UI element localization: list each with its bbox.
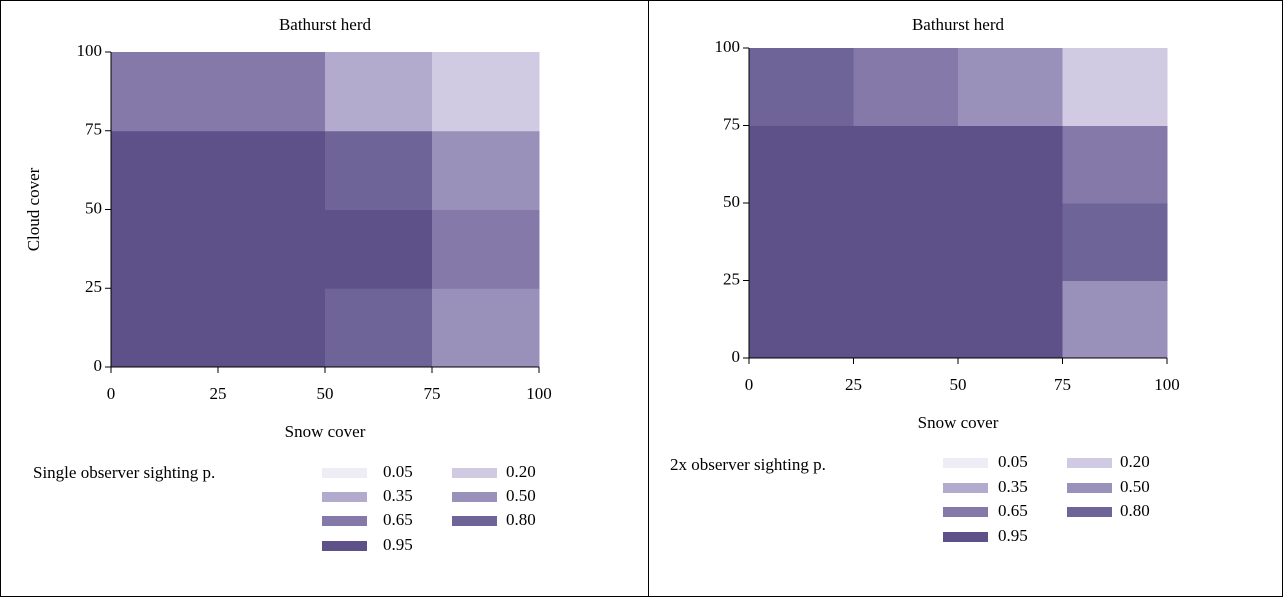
legend-label: 0.35 bbox=[383, 486, 413, 505]
legend-label: 0.20 bbox=[1120, 452, 1150, 471]
y-tick-label: 50 bbox=[85, 198, 102, 217]
legend-swatch bbox=[1067, 483, 1112, 493]
heat-cell bbox=[749, 48, 854, 126]
heat-cell bbox=[325, 52, 433, 132]
x-tick-label: 50 bbox=[317, 384, 334, 403]
x-tick-label: 75 bbox=[424, 384, 441, 403]
heat-cell bbox=[111, 52, 219, 132]
x-tick-label: 100 bbox=[1154, 375, 1180, 394]
heat-cell bbox=[749, 125, 854, 204]
heat-cell bbox=[325, 288, 433, 368]
legend-swatch bbox=[322, 468, 367, 478]
legend-title: Single observer sighting p. bbox=[33, 463, 215, 482]
x-axis-label: Snow cover bbox=[285, 422, 366, 441]
heat-cell bbox=[1062, 280, 1168, 359]
x-tick-label: 25 bbox=[845, 375, 862, 394]
legend-label: 0.20 bbox=[506, 462, 536, 481]
y-tick-label: 100 bbox=[77, 41, 103, 60]
heat-cell bbox=[432, 288, 540, 368]
heat-cell bbox=[432, 130, 540, 210]
x-axis-label: Snow cover bbox=[918, 413, 999, 432]
legend-label: 0.95 bbox=[998, 526, 1028, 545]
y-tick-label: 25 bbox=[85, 277, 102, 296]
heat-cell bbox=[958, 280, 1063, 359]
heat-cell bbox=[218, 52, 326, 132]
heat-cell bbox=[853, 280, 959, 359]
x-tick-label: 25 bbox=[210, 384, 227, 403]
y-tick-label: 0 bbox=[94, 356, 103, 375]
heat-cell bbox=[1062, 203, 1168, 281]
x-tick-label: 75 bbox=[1054, 375, 1071, 394]
x-tick-label: 100 bbox=[526, 384, 552, 403]
legend-label: 0.80 bbox=[506, 510, 536, 529]
legend-swatch bbox=[322, 541, 367, 551]
heat-cell bbox=[749, 203, 854, 281]
heat-cell bbox=[432, 209, 540, 289]
heat-cell bbox=[325, 130, 433, 210]
legend-title: 2x observer sighting p. bbox=[670, 455, 826, 474]
heat-cell bbox=[218, 130, 326, 210]
y-tick-label: 75 bbox=[85, 120, 102, 139]
heat-cell bbox=[749, 280, 854, 359]
legend-label: 0.35 bbox=[998, 477, 1028, 496]
legend-swatch bbox=[1067, 458, 1112, 468]
heat-cell bbox=[1062, 125, 1168, 204]
legend-swatch bbox=[1067, 507, 1112, 517]
chart-title: Bathurst herd bbox=[279, 15, 372, 34]
legend-label: 0.05 bbox=[383, 462, 413, 481]
legend-label: 0.80 bbox=[1120, 501, 1150, 520]
legend-label: 0.95 bbox=[383, 535, 413, 554]
heat-cell bbox=[958, 125, 1063, 204]
heat-cell bbox=[111, 209, 219, 289]
legend-swatch bbox=[943, 532, 988, 542]
heat-cell bbox=[218, 288, 326, 368]
heat-cell bbox=[111, 130, 219, 210]
legend-label: 0.05 bbox=[998, 452, 1028, 471]
legend-swatch bbox=[943, 507, 988, 517]
y-tick-label: 50 bbox=[723, 192, 740, 211]
chart-title: Bathurst herd bbox=[912, 15, 1005, 34]
legend-label: 0.65 bbox=[998, 501, 1028, 520]
y-tick-label: 0 bbox=[732, 347, 741, 366]
legend-swatch bbox=[943, 458, 988, 468]
legend-label: 0.50 bbox=[506, 486, 536, 505]
legend-swatch bbox=[452, 492, 497, 502]
heat-cell bbox=[853, 125, 959, 204]
heat-cell bbox=[325, 209, 433, 289]
y-tick-label: 75 bbox=[723, 114, 740, 133]
x-tick-label: 0 bbox=[107, 384, 116, 403]
heat-cell bbox=[853, 48, 959, 126]
y-axis-label: Cloud cover bbox=[24, 167, 43, 251]
x-tick-label: 50 bbox=[950, 375, 967, 394]
heat-cell bbox=[853, 203, 959, 281]
y-tick-label: 25 bbox=[723, 269, 740, 288]
heat-cell bbox=[111, 288, 219, 368]
y-tick-label: 100 bbox=[715, 37, 741, 56]
heat-cell bbox=[958, 48, 1063, 126]
legend-swatch bbox=[452, 468, 497, 478]
heat-cell bbox=[432, 52, 540, 132]
heat-cell bbox=[1062, 48, 1168, 126]
legend-swatch bbox=[943, 483, 988, 493]
legend-label: 0.65 bbox=[383, 510, 413, 529]
heat-cell bbox=[958, 203, 1063, 281]
legend-swatch bbox=[322, 516, 367, 526]
x-tick-label: 0 bbox=[745, 375, 754, 394]
heat-cell bbox=[218, 209, 326, 289]
legend-swatch bbox=[322, 492, 367, 502]
legend-label: 0.50 bbox=[1120, 477, 1150, 496]
legend-swatch bbox=[452, 516, 497, 526]
